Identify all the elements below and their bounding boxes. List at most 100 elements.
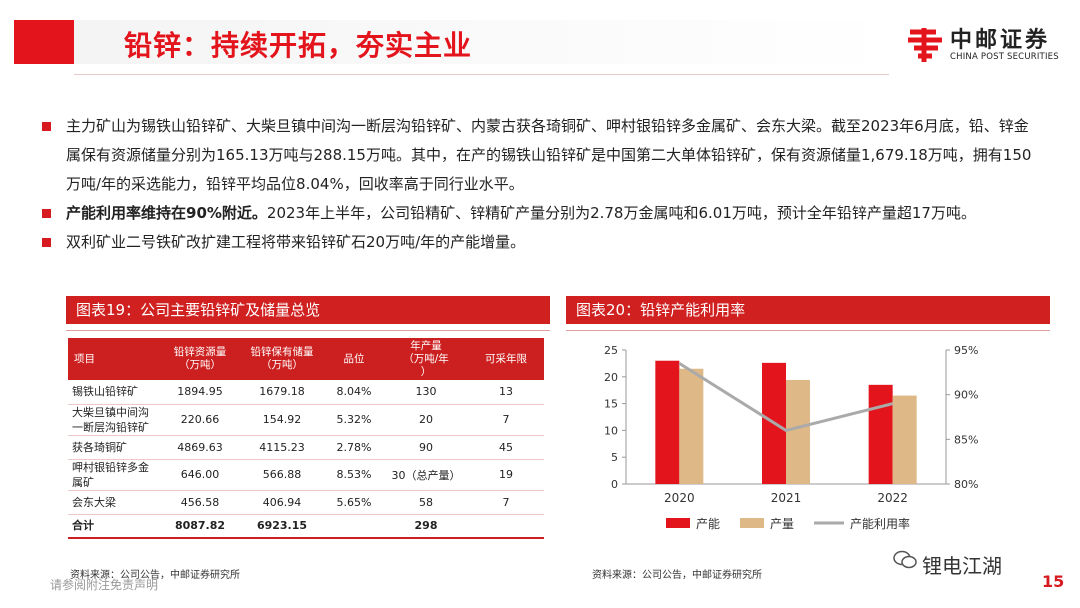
table-cell: 20 — [384, 404, 468, 436]
header-accent-bar — [14, 20, 74, 64]
table-cell: 130 — [384, 380, 468, 405]
table-cell: 锡铁山铅锌矿 — [68, 380, 160, 405]
header-strip — [74, 20, 894, 64]
capacity-utilization-chart: 0 5 10 15 20 25 80% 85% 90% 95% 2020 2021 2022 产能 产量 产能… — [604, 344, 978, 531]
right-tick-label: 80% — [954, 478, 978, 491]
table-cell: 406.94 — [240, 490, 324, 515]
table-row: 获各琦铜矿 4869.63 4115.23 2.78% 90 45 — [68, 435, 544, 460]
table-cell: 90 — [384, 435, 468, 460]
table-cell: 456.58 — [160, 490, 240, 515]
x-tick-label: 2021 — [771, 491, 802, 505]
table19-title-underline — [66, 330, 550, 331]
chart20-title-underline — [566, 330, 1050, 331]
china-post-logo-icon — [908, 28, 942, 62]
bullet-item: 主力矿山为锡铁山铅锌矿、大柴旦镇中间沟一断层沟铅锌矿、内蒙古获各琦铜矿、呷村银铅… — [42, 112, 1042, 199]
table-cell: 合计 — [68, 514, 160, 539]
table-header-row: 项目 铅锌资源量 （万吨） 铅锌保有储量 （万吨） 品位 年产量 （万吨/年 ）… — [68, 338, 544, 380]
mine-reserves-table: 项目 铅锌资源量 （万吨） 铅锌保有储量 （万吨） 品位 年产量 （万吨/年 ）… — [68, 338, 544, 539]
watermark-text: 锂电江湖 — [922, 554, 1002, 578]
table-cell: 6923.15 — [240, 514, 324, 539]
left-tick-label: 25 — [604, 344, 618, 357]
table-cell: 154.92 — [240, 404, 324, 436]
bullet-list: 主力矿山为锡铁山铅锌矿、大柴旦镇中间沟一断层沟铅锌矿、内蒙古获各琦铜矿、呷村银铅… — [42, 112, 1042, 257]
right-tick-label: 90% — [954, 389, 978, 402]
table-cell: 19 — [468, 459, 544, 491]
table-cell: 2.78% — [324, 435, 384, 460]
table-cell: 会东大梁 — [68, 490, 160, 515]
right-tick-label: 95% — [954, 344, 978, 357]
table-cell: 8087.82 — [160, 514, 240, 539]
left-tick-label: 10 — [604, 424, 618, 437]
header-divider — [74, 74, 889, 75]
table-row: 大柴旦镇中间沟一断层沟铅锌矿 220.66 154.92 5.32% 20 7 — [68, 404, 544, 436]
left-tick-label: 15 — [604, 398, 618, 411]
table-cell: 1894.95 — [160, 380, 240, 405]
bullet-text: 双利矿业二号铁矿改扩建工程将带来铅锌矿石20万吨/年的产能增量。 — [66, 233, 526, 251]
table-cell: 5.32% — [324, 404, 384, 436]
table-header-cell: 铅锌资源量 （万吨） — [160, 338, 240, 380]
x-tick-label: 2022 — [877, 491, 908, 505]
legend-swatch — [740, 518, 764, 528]
legend-label: 产能利用率 — [850, 516, 910, 531]
table-cell: 4869.63 — [160, 435, 240, 460]
table-cell: 8.04% — [324, 380, 384, 405]
table-header-cell: 项目 — [68, 338, 160, 380]
table-cell: 1679.18 — [240, 380, 324, 405]
table-cell: 45 — [468, 435, 544, 460]
bullet-bold-text: 产能利用率维持在90%附近。 — [66, 204, 267, 222]
table-header-cell: 可采年限 — [468, 338, 544, 380]
bullet-text: 主力矿山为锡铁山铅锌矿、大柴旦镇中间沟一断层沟铅锌矿、内蒙古获各琦铜矿、呷村银铅… — [66, 117, 1032, 193]
table-header-cell: 铅锌保有储量 （万吨） — [240, 338, 324, 380]
china-post-logo: 中邮证券 CHINA POST SECURITIES — [904, 22, 1074, 68]
disclaimer-text: 请参阅附注免责声明 — [50, 578, 159, 592]
table19-source: 资料来源：公司公告，中邮证券研究所 — [70, 570, 240, 581]
wechat-icon — [893, 550, 917, 569]
table19-title: 图表19：公司主要铅锌矿及储量总览 — [66, 296, 550, 324]
bar-capacity — [655, 360, 680, 484]
bullet-item: 双利矿业二号铁矿改扩建工程将带来铅锌矿石20万吨/年的产能增量。 — [42, 228, 1042, 257]
bar-output — [892, 395, 917, 484]
bullet-square-icon — [42, 122, 51, 131]
table-cell — [324, 514, 384, 539]
table-cell: 8.53% — [324, 459, 384, 491]
bullet-square-icon — [42, 238, 51, 247]
table-cell: 646.00 — [160, 459, 240, 491]
table-cell: 58 — [384, 490, 468, 515]
bar-output — [679, 368, 704, 484]
table-cell — [468, 514, 544, 539]
chart20-title: 图表20：铅锌产能利用率 — [566, 296, 1050, 324]
table-row: 呷村银铅锌多金属矿 646.00 566.88 8.53% 30（总产量） 19 — [68, 459, 544, 491]
table-header-cell: 品位 — [324, 338, 384, 380]
bullet-item: 产能利用率维持在90%附近。2023年上半年，公司铅精矿、锌精矿产量分别为2.7… — [42, 199, 1042, 228]
left-tick-label: 20 — [604, 371, 618, 384]
logo-chinese-text: 中邮证券 — [950, 28, 1051, 53]
table-cell: 220.66 — [160, 404, 240, 436]
table-cell: 13 — [468, 380, 544, 405]
x-tick-label: 2020 — [664, 491, 695, 505]
bullet-square-icon — [42, 209, 51, 218]
right-tick-label: 85% — [954, 433, 978, 446]
page-title: 铅锌：持续开拓，夯实主业 — [124, 29, 473, 62]
chart20-source: 资料来源：公司公告，中邮证券研究所 — [592, 570, 762, 581]
table-cell: 5.65% — [324, 490, 384, 515]
table-cell: 呷村银铅锌多金属矿 — [68, 459, 160, 491]
table-cell: 7 — [468, 490, 544, 515]
table-cell: 566.88 — [240, 459, 324, 491]
table-total-row: 合计 8087.82 6923.15 298 — [68, 514, 544, 539]
logo-english-text: CHINA POST SECURITIES — [950, 52, 1059, 62]
table-row: 锡铁山铅锌矿 1894.95 1679.18 8.04% 130 13 — [68, 380, 544, 405]
table-cell: 30（总产量） — [384, 459, 468, 491]
table-cell: 大柴旦镇中间沟一断层沟铅锌矿 — [68, 404, 160, 436]
table-cell: 7 — [468, 404, 544, 436]
legend-label: 产能 — [696, 517, 720, 531]
table-row: 会东大梁 456.58 406.94 5.65% 58 7 — [68, 490, 544, 515]
table-cell: 获各琦铜矿 — [68, 435, 160, 460]
left-tick-label: 5 — [611, 451, 618, 464]
table-header-cell: 年产量 （万吨/年 ） — [384, 338, 468, 380]
left-tick-label: 0 — [611, 478, 618, 491]
legend-label: 产量 — [770, 517, 794, 531]
table-cell: 4115.23 — [240, 435, 324, 460]
bar-output — [786, 380, 810, 484]
legend-swatch — [666, 518, 690, 528]
utilization-line — [678, 362, 894, 433]
